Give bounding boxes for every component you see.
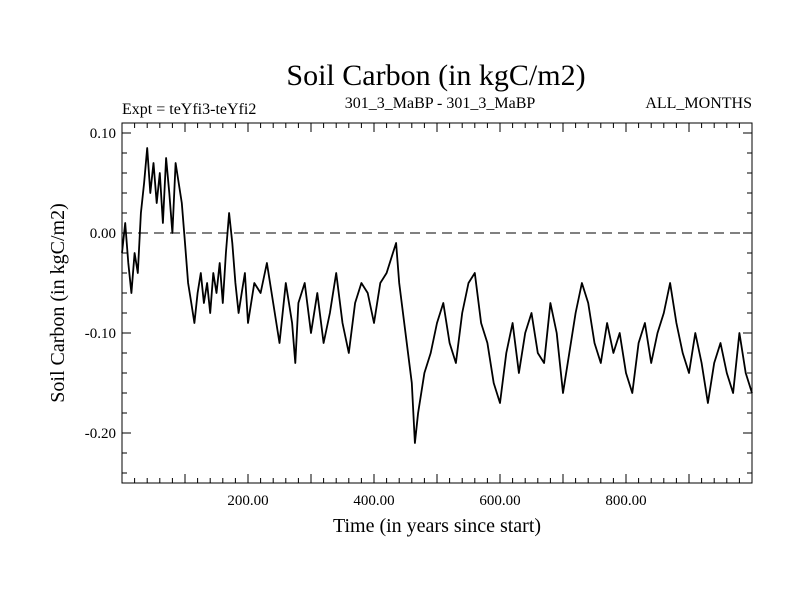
chart-title: Soil Carbon (in kgC/m2) (286, 59, 585, 92)
y-tick-label: 0.00 (90, 226, 116, 242)
y-tick-label: -0.10 (85, 326, 116, 342)
x-axis: 200.00 400.00 600.00 800.00 (134, 123, 740, 509)
x-tick-label: 400.00 (353, 493, 394, 509)
x-axis-label: Time (in years since start) (333, 515, 541, 537)
y-tick-label: -0.20 (85, 426, 116, 442)
plot-frame (121, 122, 753, 484)
experiment-label: Expt = teYfi3-teYfi2 (122, 101, 256, 118)
months-label: ALL_MONTHS (645, 95, 752, 112)
period-label: 301_3_MaBP - 301_3_MaBP (345, 95, 536, 112)
y-axis-label: Soil Carbon (in kgC/m2) (47, 203, 69, 402)
x-tick-label: 200.00 (227, 493, 268, 509)
x-tick-label: 600.00 (479, 493, 520, 509)
y-axis: 0.10 0.00 -0.10 -0.20 (85, 126, 752, 474)
x-tick-label: 800.00 (605, 493, 646, 509)
y-tick-label: 0.10 (90, 126, 116, 142)
series-line (121, 147, 753, 444)
